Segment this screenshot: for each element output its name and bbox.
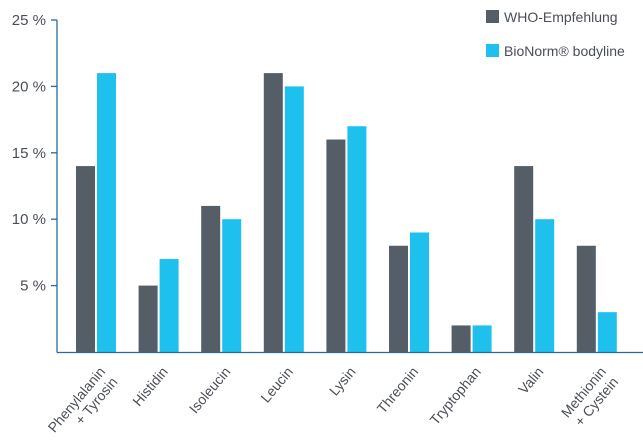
bar-bionorm (535, 219, 555, 352)
bar-who (201, 205, 221, 352)
bar-who (451, 325, 471, 352)
x-category-label: Threonin (374, 364, 422, 417)
bar-who (263, 73, 283, 353)
y-tick-label: 15 % (12, 145, 46, 162)
bar-who (389, 245, 408, 352)
legend-label: BioNorm® bodyline (504, 43, 625, 59)
legend-swatch (486, 44, 499, 57)
bar-bionorm (472, 325, 492, 352)
bar-who (138, 285, 158, 352)
x-category-label: Leucin (257, 364, 296, 406)
y-tick-label: 20 % (12, 78, 46, 95)
axes-group (56, 20, 643, 354)
bar-who (514, 166, 534, 352)
y-tick-label: 25 % (12, 12, 46, 29)
bar-bionorm (97, 73, 116, 353)
x-category-label: Isoleucin (186, 364, 234, 417)
bar-bionorm (159, 259, 179, 352)
bars-group (76, 73, 617, 353)
x-category-label: Histidin (129, 364, 171, 409)
bar-who (576, 245, 596, 352)
bar-who (326, 139, 346, 352)
x-category-label: Phenylalanin+ Tyrosin (45, 364, 121, 446)
legend-swatch (486, 10, 499, 23)
legend: WHO-Empfehlung BioNorm® bodyline (486, 9, 625, 59)
bar-bionorm (347, 126, 367, 353)
x-category-label: Valin (515, 364, 547, 397)
bar-bionorm (597, 312, 617, 352)
y-tick-label: 5 % (20, 278, 46, 295)
bar-who (76, 166, 95, 352)
x-category-label: Methionin+ Cystein (558, 364, 622, 431)
y-ticks-group: 5 % 10 % 15 % 20 % 25 % (12, 12, 57, 295)
x-labels-group: Phenylalanin+ Tyrosin Histidin Isoleucin Le… (45, 364, 622, 446)
bar-bionorm (222, 219, 242, 352)
y-tick-label: 10 % (12, 211, 46, 228)
x-category-label: Tryptophan (426, 364, 483, 428)
legend-label: WHO-Empfehlung (504, 9, 618, 25)
bar-bionorm (284, 86, 304, 353)
bar-bionorm (410, 232, 429, 352)
x-category-label: Lysin (326, 364, 359, 399)
